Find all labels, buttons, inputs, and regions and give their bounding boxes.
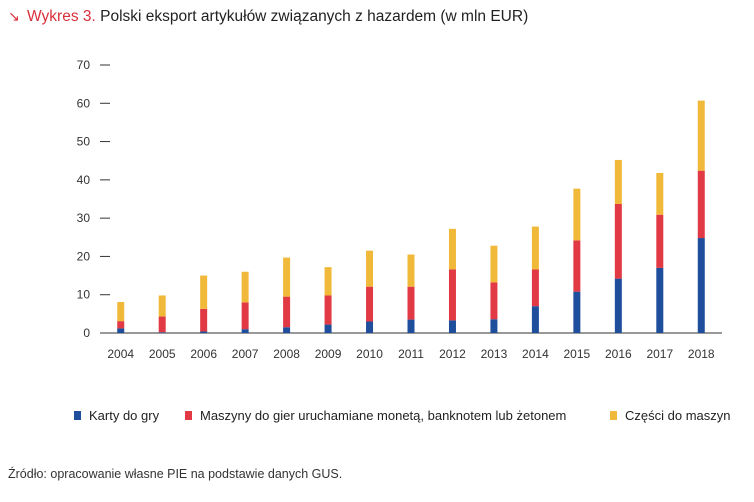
x-tick-label: 2017 [646, 347, 673, 361]
bar-segment [241, 329, 249, 333]
x-tick-label: 2008 [273, 347, 300, 361]
x-tick-label: 2013 [481, 347, 508, 361]
legend-label: Maszyny do gier uruchamiane monetą, bank… [200, 408, 567, 423]
y-tick-label: 40 [77, 173, 91, 187]
legend-swatch [610, 411, 617, 420]
x-tick-label: 2007 [232, 347, 259, 361]
bar-segment [158, 295, 166, 317]
bar-segment [200, 308, 208, 332]
bar-segment [158, 316, 166, 333]
x-tick-label: 2018 [688, 347, 715, 361]
bar-segment [366, 250, 374, 287]
bar-segment [158, 332, 166, 333]
legend-swatch [74, 411, 81, 420]
bar-segment [407, 254, 415, 287]
bar-segment [531, 306, 539, 333]
legend-item: Maszyny do gier uruchamiane monetą, bank… [185, 408, 566, 423]
chart-title: ↘ Wykres 3. Polski eksport artykułów zwi… [8, 8, 528, 26]
y-tick-label: 0 [83, 326, 90, 340]
bar-segment [241, 271, 249, 303]
bar-segment [117, 301, 125, 322]
bar-segment [283, 257, 291, 297]
bar-segment [614, 278, 622, 333]
figure-number: Wykres 3. [27, 8, 96, 25]
bar-segment [656, 267, 664, 333]
x-tick-label: 2014 [522, 347, 549, 361]
x-tick-label: 2016 [605, 347, 632, 361]
legend-label: Karty do gry [89, 408, 160, 423]
bar-segment [324, 267, 332, 296]
stacked-bar-chart: 0 10 20 30 40 50 60 70 2004 2005 2006 2007 2008 2009 2… [77, 58, 722, 361]
bar-segment [656, 172, 664, 215]
x-tick-label: 2005 [149, 347, 176, 361]
y-tick-label: 10 [77, 288, 91, 302]
bar-segment [407, 319, 415, 333]
bar-segment [573, 240, 581, 292]
x-tick-label: 2006 [190, 347, 217, 361]
bar-segment [656, 214, 664, 268]
bar-segment [490, 282, 498, 320]
bar-segment [324, 324, 332, 333]
title-text: Polski eksport artykułów związanych z ha… [100, 8, 529, 25]
bar-segment [241, 302, 249, 330]
bar-segment [573, 188, 581, 241]
arrow-down-right-icon: ↘ [8, 9, 20, 25]
bar-segment [614, 159, 622, 204]
y-tick-label: 60 [77, 96, 91, 110]
bar-segment [448, 269, 456, 321]
x-tick-label: 2010 [356, 347, 383, 361]
bar-segment [490, 245, 498, 283]
bar-segment [448, 228, 456, 270]
bar-segment [200, 331, 208, 333]
bar-segment [531, 226, 539, 270]
bar-segment [117, 321, 125, 329]
bar-segment [366, 321, 374, 333]
bar-segment [448, 320, 456, 333]
legend-swatch [185, 411, 192, 420]
source-note: Źródło: opracowanie własne PIE na podsta… [8, 467, 343, 481]
bar-segment [697, 100, 705, 171]
y-tick-label: 50 [77, 135, 91, 149]
x-tick-label: 2012 [439, 347, 466, 361]
bar-segment [697, 170, 705, 239]
x-tick-label: 2004 [107, 347, 134, 361]
legend-item: Części do maszyn [610, 408, 730, 423]
x-tick-label: 2015 [564, 347, 591, 361]
bar-segment [531, 269, 539, 307]
bar-segment [117, 328, 125, 333]
bar-segment [697, 238, 705, 333]
bar-segment [366, 286, 374, 322]
bar-segment [614, 203, 622, 279]
bar-segment [324, 295, 332, 325]
bar-segment [573, 291, 581, 333]
legend-item: Karty do gry [74, 408, 159, 423]
bar-segment [283, 296, 291, 328]
chart-legend: Karty do gry Maszyny do gier uruchamiane … [0, 408, 754, 428]
bar-segment [407, 286, 415, 320]
x-tick-label: 2009 [315, 347, 342, 361]
y-tick-label: 70 [77, 58, 91, 72]
bar-segment [283, 327, 291, 333]
x-tick-label: 2011 [398, 347, 424, 361]
bar-segment [490, 319, 498, 333]
y-tick-label: 20 [77, 249, 91, 263]
bar-segment [200, 275, 208, 309]
legend-label: Części do maszyn [625, 408, 731, 423]
y-tick-label: 30 [77, 211, 91, 225]
